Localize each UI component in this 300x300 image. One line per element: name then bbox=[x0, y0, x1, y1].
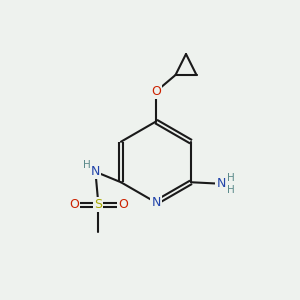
Text: O: O bbox=[151, 85, 161, 98]
Text: H: H bbox=[227, 173, 235, 183]
Text: N: N bbox=[151, 196, 161, 209]
Text: O: O bbox=[118, 198, 128, 211]
Text: N: N bbox=[91, 165, 100, 178]
Text: O: O bbox=[69, 198, 79, 211]
Text: S: S bbox=[94, 198, 102, 211]
Text: H: H bbox=[227, 185, 235, 195]
Text: H: H bbox=[82, 160, 90, 170]
Text: N: N bbox=[216, 177, 226, 190]
